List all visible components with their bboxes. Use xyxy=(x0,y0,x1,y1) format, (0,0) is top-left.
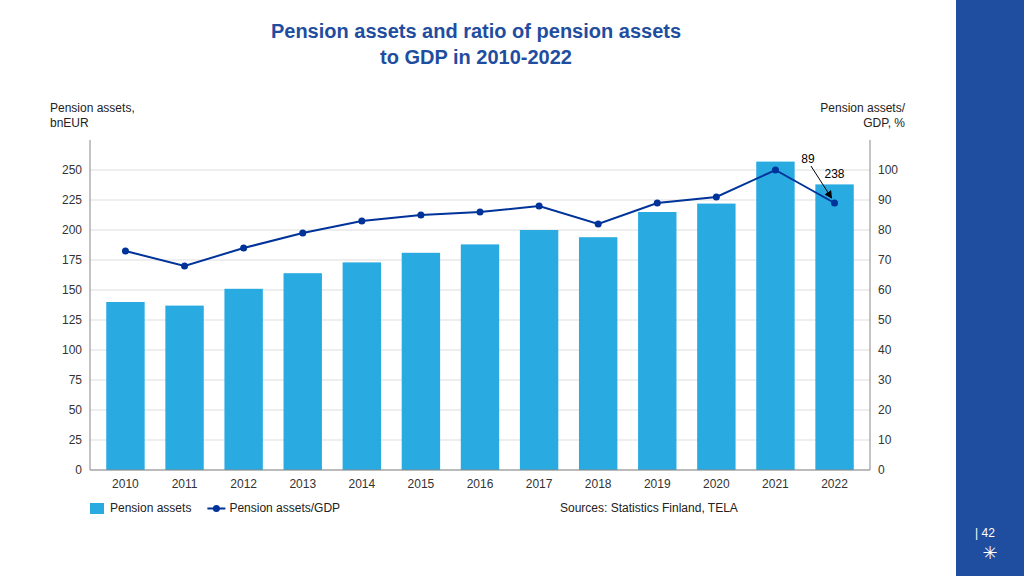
x-tick-label: 2016 xyxy=(467,477,494,491)
x-tick-label: 2011 xyxy=(172,477,198,491)
bar xyxy=(106,302,144,470)
line-marker xyxy=(654,200,661,207)
y-tick-label: 25 xyxy=(69,433,83,447)
y2-tick-label: 10 xyxy=(878,433,892,447)
y-tick-label: 75 xyxy=(69,373,83,387)
line-marker xyxy=(713,194,720,201)
chart-root: | 42 ✳ Pension assets and ratio of pension… xyxy=(0,0,1024,576)
y2-tick-label: 0 xyxy=(878,463,885,477)
x-tick-label: 2020 xyxy=(703,477,730,491)
title: Pension assets and ratio of pension asse… xyxy=(271,20,681,68)
x-tick-label: 2015 xyxy=(408,477,435,491)
y2-tick-label: 70 xyxy=(878,253,892,267)
bar xyxy=(815,184,853,470)
annotation: 89 xyxy=(801,152,815,166)
x-tick-label: 2019 xyxy=(644,477,671,491)
y-tick-label: 175 xyxy=(62,253,82,267)
legend-label: Pension assets/GDP xyxy=(229,501,340,515)
x-axis-line xyxy=(90,470,870,471)
y2-tick-label: 90 xyxy=(878,193,892,207)
bar xyxy=(165,306,203,470)
x-tick-label: 2014 xyxy=(348,477,375,491)
background xyxy=(0,0,1024,576)
y-tick-label: 200 xyxy=(62,223,82,237)
y-tick-label: 0 xyxy=(75,463,82,477)
line-marker xyxy=(240,245,247,252)
line-marker xyxy=(772,167,779,174)
line-marker xyxy=(122,248,129,255)
grid-line xyxy=(90,170,870,171)
grid xyxy=(90,170,870,470)
line-marker xyxy=(181,263,188,270)
grid-line xyxy=(90,230,870,231)
line-marker xyxy=(831,200,838,207)
y2-tick-label: 40 xyxy=(878,343,892,357)
bar xyxy=(343,262,381,470)
bar xyxy=(756,162,794,470)
line-marker xyxy=(595,221,602,228)
x-tick-label: 2012 xyxy=(230,477,257,491)
plot-area xyxy=(106,162,854,470)
y2-tick-label: 100 xyxy=(878,163,898,177)
bar xyxy=(697,204,735,470)
x-tick-label: 2022 xyxy=(821,477,848,491)
x-tick-label: 2018 xyxy=(585,477,612,491)
grid-line xyxy=(90,200,870,201)
x-tick-label: 2010 xyxy=(112,477,139,491)
y2-tick-label: 20 xyxy=(878,403,892,417)
bar xyxy=(579,237,617,470)
y2-tick-label: 80 xyxy=(878,223,892,237)
bar xyxy=(638,212,676,470)
x-tick-label: 2017 xyxy=(526,477,553,491)
y2-tick-label: 60 xyxy=(878,283,892,297)
sidebar-panel xyxy=(956,0,1024,576)
page-number: | 42 xyxy=(975,526,995,540)
line-marker xyxy=(299,230,306,237)
bar xyxy=(461,244,499,470)
line-marker xyxy=(358,218,365,225)
bar xyxy=(402,253,440,470)
line xyxy=(125,170,834,266)
logo: ✳ xyxy=(982,542,997,563)
grid-line xyxy=(90,470,870,471)
source-note: Sources: Statistics Finland, TELA xyxy=(560,501,738,515)
y-tick-label: 125 xyxy=(62,313,82,327)
y-axis-label: Pension assets,bnEUR xyxy=(50,101,135,130)
legend: Pension assets Pension assets/GDP xyxy=(90,501,340,515)
y2-tick-label: 50 xyxy=(878,313,892,327)
x-tick-label: 2013 xyxy=(289,477,316,491)
line-marker xyxy=(477,209,484,216)
x-tick-label: 2021 xyxy=(762,477,789,491)
sidebar: | 42 ✳ xyxy=(956,0,1024,576)
legend-marker xyxy=(213,505,220,512)
legend-label: Pension assets xyxy=(110,501,191,515)
bar xyxy=(284,273,322,470)
y-tick-label: 100 xyxy=(62,343,82,357)
y-tick-label: 50 xyxy=(69,403,83,417)
bar xyxy=(224,289,262,470)
y-tick-label: 250 xyxy=(62,163,82,177)
bar xyxy=(520,230,558,470)
y-tick-label: 225 xyxy=(62,193,82,207)
line-marker xyxy=(417,212,424,219)
y-axis-line xyxy=(90,140,91,470)
y2-axis-label: Pension assets/GDP, % xyxy=(820,101,905,130)
y-tick-label: 150 xyxy=(62,283,82,297)
line-marker xyxy=(536,203,543,210)
legend-swatch xyxy=(90,503,104,514)
y2-tick-label: 30 xyxy=(878,373,892,387)
y2-axis-line xyxy=(870,140,871,470)
annotation: 238 xyxy=(825,167,845,181)
annotation-arrow xyxy=(811,166,832,198)
